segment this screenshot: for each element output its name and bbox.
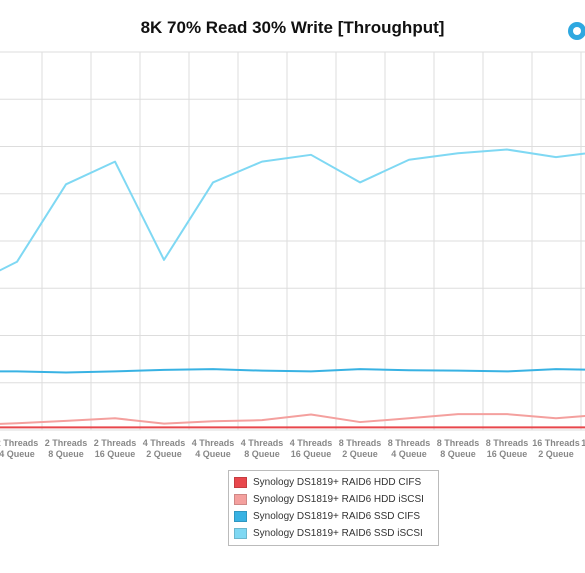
x-tick-label: 4 Threads 2 Queue <box>143 438 186 459</box>
x-tick-label: 8 Threads 4 Queue <box>388 438 431 459</box>
series-line-2 <box>0 368 585 374</box>
legend-item[interactable]: Synology DS1819+ RAID6 HDD CIFS <box>234 474 438 491</box>
legend-label: Synology DS1819+ RAID6 SSD CIFS <box>253 511 421 522</box>
legend-label: Synology DS1819+ RAID6 HDD iSCSI <box>253 494 424 505</box>
x-tick-label: 2 Threads 16 Queue <box>94 438 137 459</box>
chart-title: 8K 70% Read 30% Write [Throughput] <box>140 18 445 37</box>
series-lines <box>0 148 585 429</box>
x-tick-label: 4 Threads 16 Queue <box>290 438 333 459</box>
legend-item[interactable]: Synology DS1819+ RAID6 SSD CIFS <box>234 508 438 525</box>
x-tick-label: 8 Threads 16 Queue <box>486 438 529 459</box>
legend-label: Synology DS1819+ RAID6 SSD iSCSI <box>253 528 423 539</box>
legend-swatch <box>234 528 247 539</box>
series-line-3 <box>0 148 585 272</box>
legend-label: Synology DS1819+ RAID6 HDD CIFS <box>253 477 422 488</box>
legend-swatch <box>234 477 247 488</box>
grid-lines <box>0 51 585 431</box>
legend-swatch <box>234 494 247 505</box>
x-tick-label: 8 Threads 2 Queue <box>339 438 382 459</box>
legend-item[interactable]: Synology DS1819+ RAID6 HDD iSCSI <box>234 491 438 508</box>
x-tick-label: 2 Threads 8 Queue <box>45 438 88 459</box>
legend-item[interactable]: Synology DS1819+ RAID6 SSD iSCSI <box>234 525 438 542</box>
series-line-1 <box>0 413 585 425</box>
legend-swatch <box>234 511 247 522</box>
legend: Synology DS1819+ RAID6 HDD CIFS Synology … <box>228 470 439 546</box>
x-tick-label: 16 Threads 2 Queue <box>532 438 580 459</box>
x-tick-label: 4 Threads 4 Queue <box>192 438 235 459</box>
x-tick-label: 4 Threads 8 Queue <box>241 438 284 459</box>
info-icon[interactable] <box>565 20 585 42</box>
x-tick-label: 8 Threads 8 Queue <box>437 438 480 459</box>
